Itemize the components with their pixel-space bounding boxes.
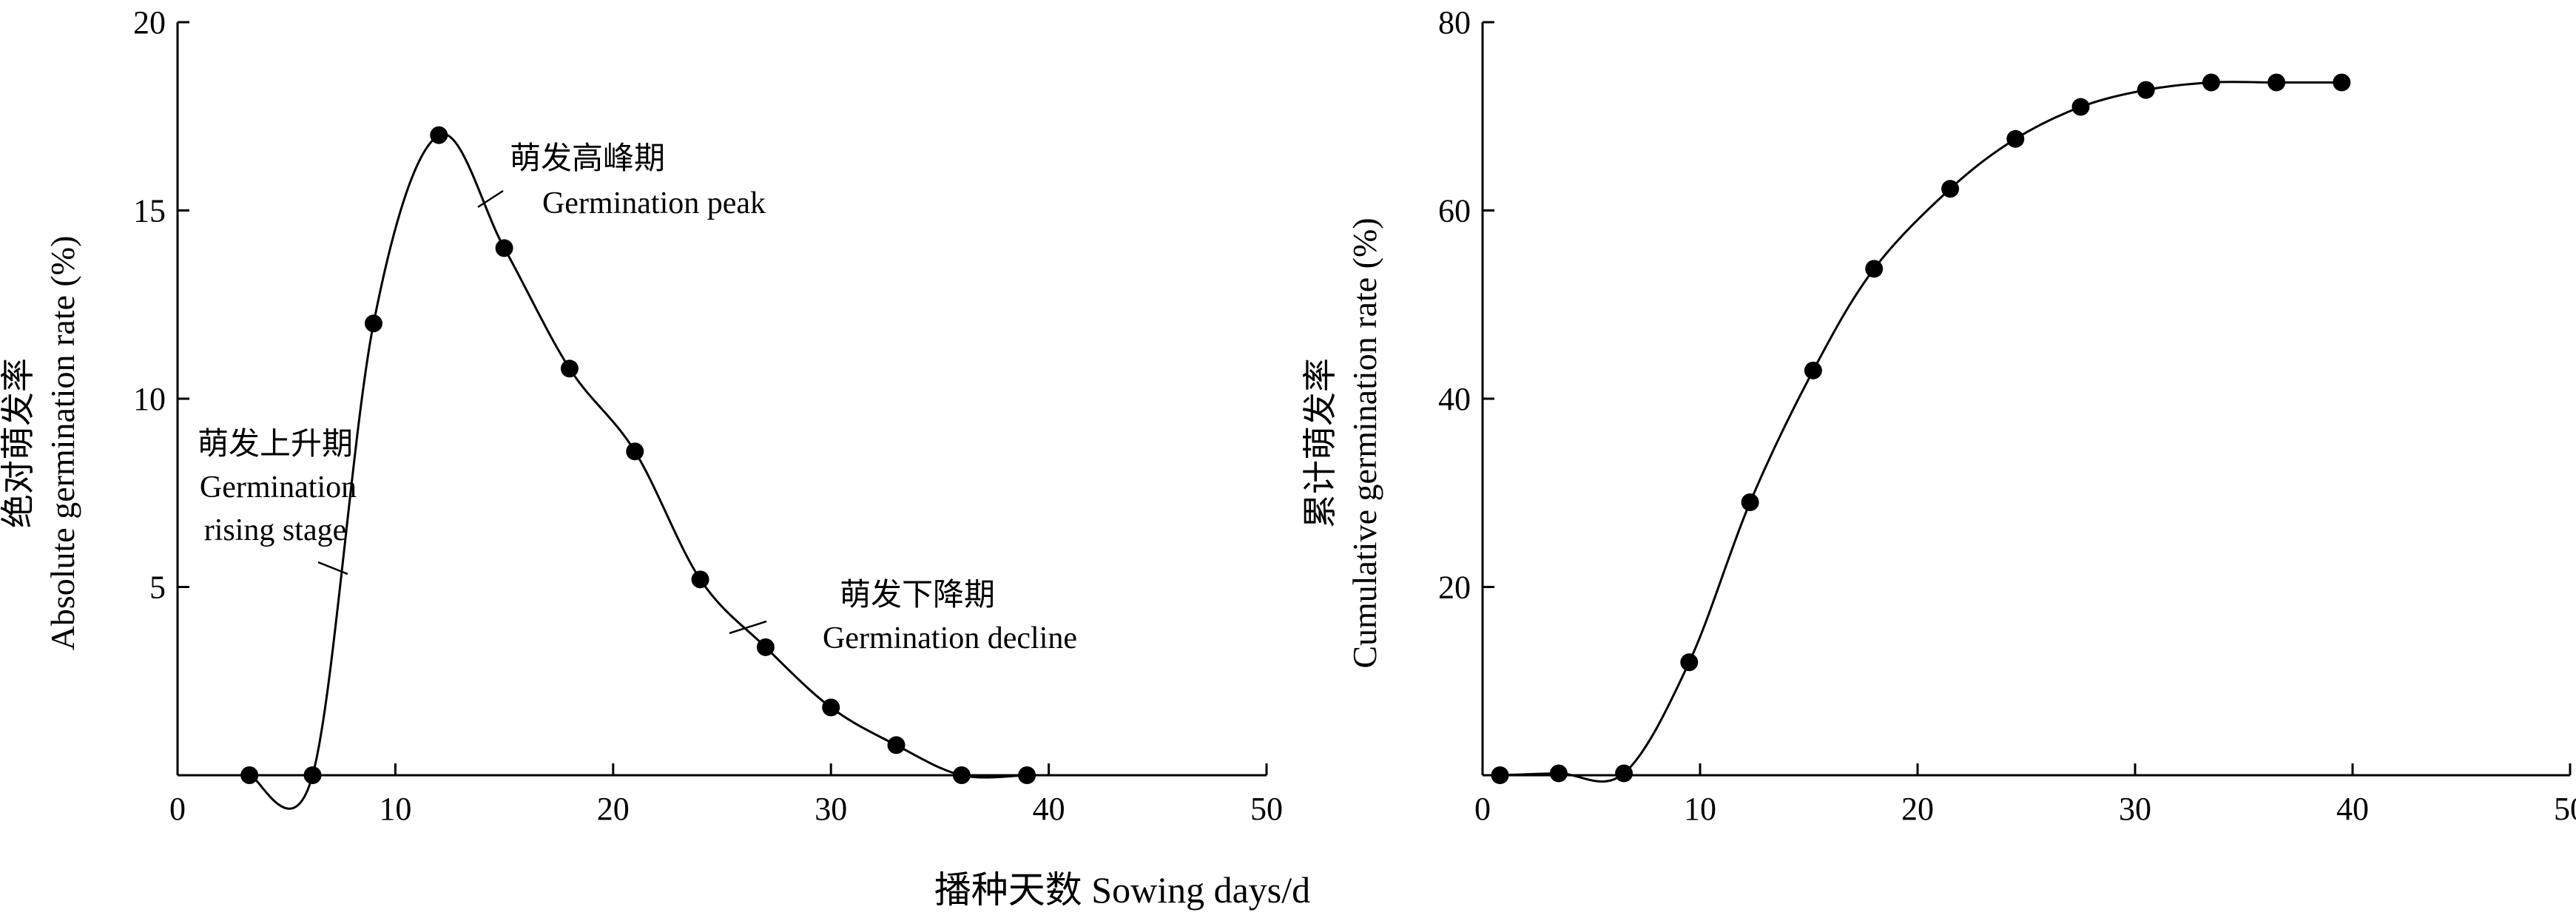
- data-point: [691, 570, 709, 589]
- annotation-rising-en-1: Germination: [200, 470, 357, 504]
- x-tick-label: 30: [2119, 791, 2151, 827]
- data-point: [822, 698, 840, 717]
- x-tick-label: 10: [1684, 791, 1716, 827]
- y-axis-title-cn: 累计萌发率: [1301, 358, 1339, 528]
- data-point: [1741, 493, 1759, 511]
- y-axis-title-cn: 绝对萌发率: [0, 358, 37, 528]
- y-axis-title-en: Cumulative germination rate (%): [1346, 217, 1383, 668]
- annotation-decline-en: Germination decline: [823, 621, 1077, 655]
- y-tick-label: 15: [133, 193, 166, 229]
- x-tick-label: 20: [1901, 791, 1934, 827]
- annotations-absolute: 萌发上升期 Germination rising stage 萌发高峰期 Germina…: [198, 142, 1077, 655]
- annotation-decline-cn: 萌发下降期: [840, 578, 995, 612]
- annotation-peak-cn: 萌发高峰期: [510, 142, 665, 176]
- x-tick-label: 10: [379, 791, 411, 827]
- series-line-cumulative: [1500, 81, 2342, 783]
- data-point: [495, 239, 513, 257]
- data-point: [1549, 764, 1568, 783]
- annotation-leader-rising: [317, 561, 348, 576]
- annotation-peak-en: Germination peak: [542, 186, 766, 220]
- x-tick-label: 20: [597, 791, 630, 827]
- data-point: [2333, 73, 2351, 92]
- x-tick-label: 0: [1474, 791, 1491, 827]
- y-tick-label: 10: [133, 381, 166, 417]
- x-tick-label: 50: [2554, 791, 2576, 827]
- data-point: [1680, 653, 1699, 672]
- data-point: [1865, 260, 1884, 278]
- data-point: [1804, 361, 1822, 379]
- series-markers-cumulative: [1491, 73, 2351, 784]
- series-markers-absolute: [240, 126, 1036, 784]
- data-point: [626, 442, 644, 461]
- series-line-absolute: [249, 132, 1028, 810]
- annotation-leader-peak: [477, 189, 504, 209]
- x-tick-label: 40: [2336, 791, 2369, 827]
- y-axis-title-en: Absolute germination rate (%): [44, 236, 81, 651]
- data-point: [887, 736, 906, 755]
- annotation-rising-cn: 萌发上升期: [198, 428, 353, 462]
- data-point: [1941, 180, 1960, 198]
- annotation-rising-en-2: rising stage: [204, 513, 346, 547]
- data-point: [430, 126, 448, 144]
- data-point: [2268, 73, 2286, 92]
- data-point: [560, 360, 579, 378]
- y-tick-label: 20: [1438, 570, 1471, 606]
- series-line: [249, 132, 1028, 810]
- data-point: [364, 314, 382, 333]
- chart-absolute-germination: 0 10 20 30 40 50 5 10 15 20 绝对萌发率 Absolute germinat…: [0, 4, 1283, 827]
- x-axis-title: 播种天数 Sowing days/d: [934, 869, 1310, 911]
- x-tick-label: 30: [815, 791, 847, 827]
- data-point: [2202, 73, 2220, 92]
- x-tick-label: 50: [1250, 791, 1283, 827]
- y-tick-label: 5: [149, 570, 166, 606]
- series-line: [1500, 81, 2342, 783]
- data-point: [2071, 98, 2090, 116]
- y-tick-label: 60: [1438, 193, 1471, 229]
- annotation-leader-decline: [729, 620, 767, 635]
- data-point: [1615, 764, 1633, 783]
- data-point: [2006, 129, 2025, 148]
- y-tick-label: 40: [1438, 381, 1471, 417]
- x-tick-label: 0: [169, 791, 186, 827]
- axes-absolute: 0 10 20 30 40 50 5 10 15 20 绝对萌发率 Absolute germinat…: [0, 4, 1283, 827]
- x-tick-label: 40: [1033, 791, 1065, 827]
- data-point: [756, 638, 775, 656]
- y-tick-label: 20: [133, 4, 166, 41]
- y-tick-label: 80: [1438, 4, 1471, 41]
- data-point: [2137, 81, 2155, 99]
